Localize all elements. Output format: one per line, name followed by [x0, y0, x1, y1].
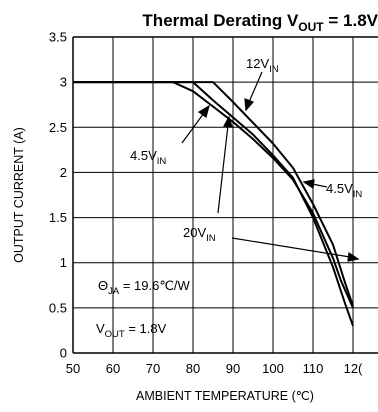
x-tick-label: 50	[66, 361, 80, 376]
y-tick-label: 2.5	[49, 120, 67, 135]
y-axis-label: OUTPUT CURRENT (A)	[12, 127, 26, 263]
series-line-4-5v-in	[73, 81, 354, 309]
x-tick-label: 100	[262, 361, 284, 376]
vout-annotation: VOUT = 1.8V	[96, 321, 167, 340]
series-label-12v: 12VIN	[246, 56, 279, 75]
chart-title: Thermal Derating VOUT = 1.8V	[142, 11, 378, 34]
series-label-4-5v-left: 4.5VIN	[130, 148, 166, 167]
x-tick-label: 110	[303, 361, 324, 376]
y-tick-label: 0	[60, 346, 67, 361]
x-tick-label: 80	[186, 361, 200, 376]
leader-arrow-4-5v-left	[181, 104, 210, 144]
series-line-12v-in	[73, 81, 354, 307]
y-tick-label: 3.5	[49, 30, 67, 45]
y-tick-label: 0.5	[49, 300, 67, 315]
x-tick-label: 90	[226, 361, 240, 376]
y-tick-label: 3	[60, 75, 67, 90]
series-label-4-5v-right: 4.5VIN	[326, 181, 362, 200]
y-tick-label: 2	[60, 165, 67, 180]
x-tick-label: 12(	[344, 361, 363, 376]
plot-frame	[72, 36, 378, 354]
x-axis-label: AMBIENT TEMPERATURE (℃)	[136, 389, 314, 403]
x-tick-labels: 50 60 70 80 90 100 110 12(	[66, 361, 363, 376]
leader-arrow-20v-to-right	[231, 237, 360, 262]
series-label-20v: 20VIN	[183, 225, 216, 244]
x-tick-label: 70	[146, 361, 160, 376]
y-tick-label: 1.5	[49, 210, 67, 225]
theta-ja-annotation: ΘJA = 19.6℃/W	[98, 278, 191, 297]
series-line-20v-in	[73, 81, 354, 327]
x-tick-label: 60	[106, 361, 120, 376]
leader-arrow-4-5v-right	[302, 179, 328, 190]
leader-arrow-20v-to-left	[217, 115, 233, 214]
y-tick-label: 1	[60, 255, 67, 270]
leader-arrow-12v	[244, 71, 263, 112]
series-group	[73, 81, 354, 327]
grid	[72, 36, 378, 354]
y-tick-labels: 0 0.5 1 1.5 2 2.5 3 3.5	[49, 30, 67, 361]
